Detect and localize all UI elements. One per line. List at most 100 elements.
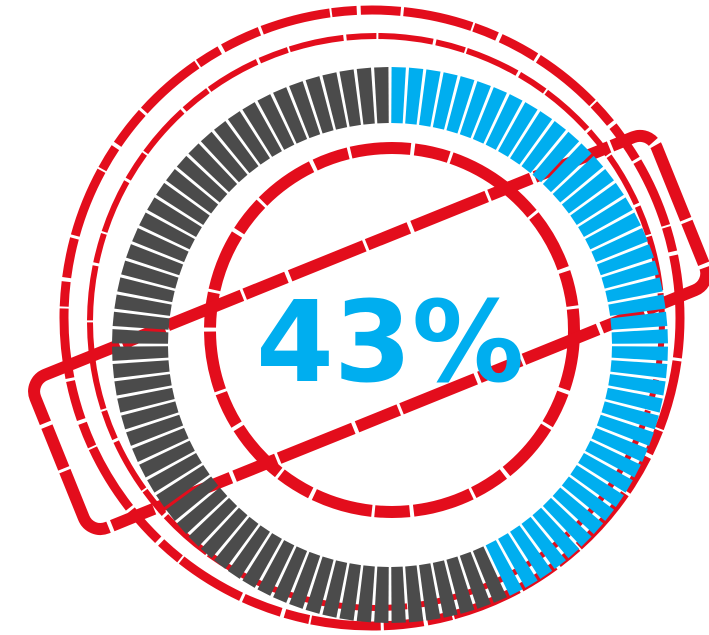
value-label: 43% <box>256 278 524 408</box>
track-segment <box>289 81 321 139</box>
value-segment <box>610 311 668 330</box>
value-segment <box>610 360 668 379</box>
value-segment <box>391 67 406 124</box>
value-segment <box>608 374 666 396</box>
value-segment <box>532 507 580 559</box>
value-segment <box>521 516 566 569</box>
value-segment <box>510 111 553 165</box>
track-segment <box>356 67 375 125</box>
value-arc <box>391 67 668 596</box>
track-arc <box>112 67 507 623</box>
value-segment <box>578 453 633 493</box>
track-segment <box>322 560 348 618</box>
value-segment <box>446 76 475 134</box>
value-segment <box>585 212 641 250</box>
track-segment <box>472 546 507 603</box>
value-segment <box>419 69 441 127</box>
value-segment <box>591 427 648 462</box>
value-segment <box>498 102 538 157</box>
track-segment <box>356 565 375 623</box>
track-segment <box>188 143 238 193</box>
track-segment <box>147 197 202 237</box>
track-segment <box>112 346 169 361</box>
track-segment <box>112 329 169 344</box>
track-segment <box>176 155 228 203</box>
track-segment <box>374 67 389 124</box>
value-segment <box>605 387 663 413</box>
track-segment <box>257 540 295 596</box>
track-segment <box>339 69 361 127</box>
value-segment <box>432 72 458 130</box>
track-segment <box>214 121 259 174</box>
value-segment <box>485 94 523 150</box>
track-segment <box>121 401 179 430</box>
track-segment <box>176 487 228 535</box>
value-segment <box>578 197 633 237</box>
value-segment <box>570 182 624 225</box>
value-segment <box>611 329 668 344</box>
track-segment <box>114 294 172 316</box>
track-segment <box>446 556 475 614</box>
track-segment <box>227 525 270 579</box>
value-segment <box>472 87 507 144</box>
value-segment <box>552 155 604 203</box>
value-segment <box>521 121 566 174</box>
track-segment <box>112 360 170 379</box>
value-segment <box>605 277 663 303</box>
value-segment <box>611 346 668 361</box>
track-segment <box>139 212 195 250</box>
value-segment <box>561 169 614 214</box>
track-segment <box>339 563 361 621</box>
track-segment <box>166 169 219 214</box>
value-segment <box>608 294 666 316</box>
track-segment <box>305 76 334 134</box>
value-segment <box>561 476 614 521</box>
track-segment <box>322 72 348 130</box>
track-segment <box>132 427 189 462</box>
track-segment <box>432 560 458 618</box>
value-segment <box>570 465 624 508</box>
value-segment <box>459 81 491 139</box>
value-segment <box>542 497 592 547</box>
track-segment <box>200 507 248 559</box>
track-segment <box>139 440 195 478</box>
value-segment <box>585 440 641 478</box>
track-segment <box>459 551 491 609</box>
track-segment <box>147 453 202 493</box>
value-segment <box>485 540 523 596</box>
value-segment <box>596 414 654 446</box>
track-segment <box>273 87 308 144</box>
value-segment <box>591 228 648 263</box>
stamp-decoration <box>28 5 709 631</box>
track-segment <box>257 94 295 150</box>
track-segment <box>273 546 308 603</box>
track-segment <box>132 228 189 263</box>
track-segment <box>188 497 238 547</box>
value-segment <box>596 244 654 276</box>
track-segment <box>166 476 219 521</box>
value-segment <box>542 143 592 193</box>
track-segment <box>391 566 406 623</box>
value-segment <box>532 131 580 183</box>
track-segment <box>289 551 321 609</box>
track-segment <box>405 565 424 623</box>
track-segment <box>305 556 334 614</box>
track-segment <box>117 277 175 303</box>
track-segment <box>227 111 270 165</box>
track-segment <box>114 374 172 396</box>
track-segment <box>242 533 282 588</box>
track-segment <box>242 102 282 157</box>
track-segment <box>156 465 210 508</box>
track-segment <box>112 311 170 330</box>
track-segment <box>156 182 210 225</box>
gauge-ring <box>112 67 668 623</box>
value-segment <box>405 67 424 125</box>
value-segment <box>601 260 659 289</box>
track-segment <box>419 563 441 621</box>
value-segment <box>552 487 604 535</box>
track-segment <box>126 244 184 276</box>
value-segment <box>498 533 538 588</box>
track-segment <box>214 516 259 569</box>
value-segment <box>601 401 659 430</box>
